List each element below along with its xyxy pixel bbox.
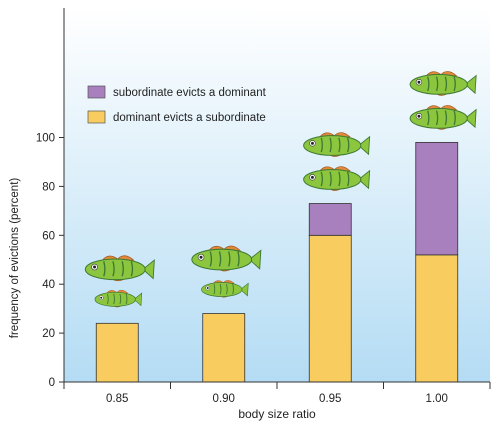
bar-segment-subordinate bbox=[415, 141, 459, 256]
y-axis-label: frequency of evictions (percent) bbox=[9, 178, 21, 339]
legend-label-dominant: dominant evicts a subordinate bbox=[113, 112, 266, 124]
goby-fish-icon bbox=[303, 166, 371, 191]
goby-fish-icon bbox=[94, 289, 143, 308]
x-tick-label: 0.90 bbox=[213, 393, 235, 405]
goby-fish-icon bbox=[201, 280, 249, 298]
goby-fish-icon bbox=[84, 255, 155, 282]
x-tick-label: 0.95 bbox=[319, 393, 341, 405]
x-axis-label: body size ratio bbox=[238, 407, 316, 421]
bar-segment-subordinate bbox=[308, 203, 352, 236]
y-tick-label: 60 bbox=[42, 230, 55, 242]
bar-segment-dominant bbox=[202, 313, 246, 383]
y-tick-label: 0 bbox=[49, 377, 55, 389]
bar-segment-dominant bbox=[308, 234, 352, 383]
legend-swatch-dominant bbox=[87, 110, 106, 124]
y-tick-label: 20 bbox=[42, 328, 55, 340]
y-tick-label: 100 bbox=[36, 133, 55, 145]
x-tick-label: 1.00 bbox=[426, 393, 448, 405]
goby-fish-icon bbox=[409, 71, 477, 96]
goby-fish-icon bbox=[191, 245, 262, 272]
legend: subordinate evicts a dominant dominant e… bbox=[87, 85, 267, 124]
y-tick-label: 80 bbox=[42, 181, 55, 193]
goby-fish-icon bbox=[409, 105, 477, 130]
bar-segment-dominant bbox=[415, 254, 459, 383]
x-ticks: 0.85 0.90 0.95 1.00 bbox=[63, 382, 491, 405]
y-ticks: 0 20 40 60 80 100 bbox=[36, 133, 64, 389]
x-tick-label: 0.85 bbox=[106, 393, 128, 405]
y-tick-label: 40 bbox=[42, 279, 55, 291]
fish-illustrations bbox=[84, 71, 477, 308]
bars bbox=[95, 141, 459, 383]
goby-fish-icon bbox=[303, 132, 371, 157]
legend-label-subordinate: subordinate evicts a dominant bbox=[113, 87, 267, 99]
bar-segment-dominant bbox=[95, 322, 139, 383]
legend-swatch-subordinate bbox=[87, 85, 106, 99]
